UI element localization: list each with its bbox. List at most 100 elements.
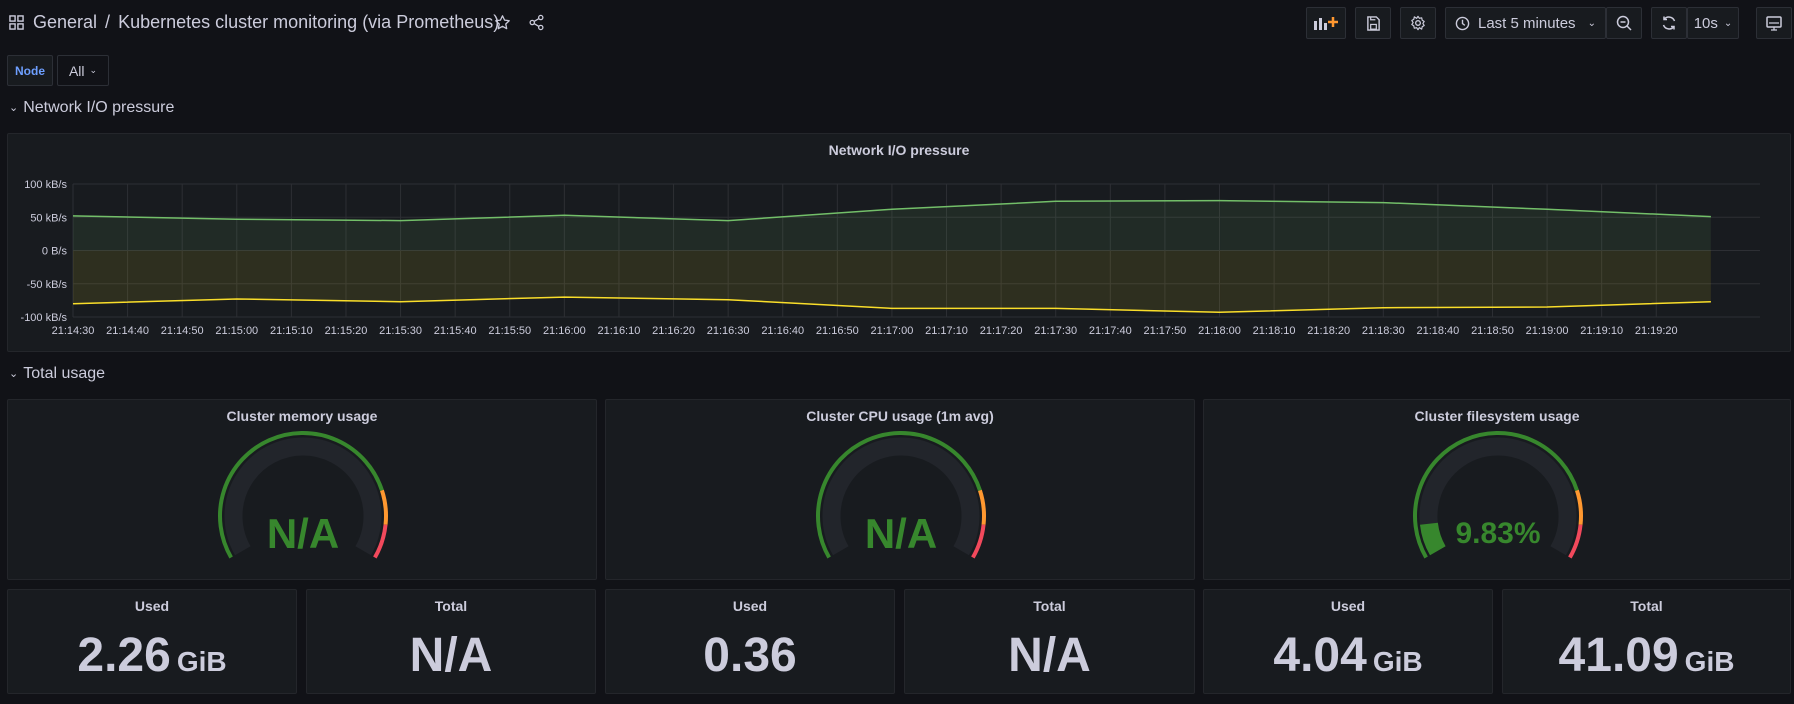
stat-value: N/A [905, 628, 1194, 683]
stat-panel-filesystem-used[interactable]: Used 4.04 GiB [1203, 589, 1493, 694]
gauge-threshold-orange [380, 489, 388, 525]
network-io-panel[interactable]: Network I/O pressure 100 kB/s 50 kB/s 0 B/… [7, 133, 1791, 352]
stat-unit: GiB [1372, 646, 1423, 677]
x-tick-label: 21:17:40 [1089, 325, 1132, 337]
add-panel-button[interactable] [1306, 7, 1346, 39]
breadcrumb-folder[interactable]: General [33, 12, 98, 32]
stat-panel-filesystem-total[interactable]: Total 41.09 GiB [1502, 589, 1791, 694]
x-tick-label: 21:18:30 [1362, 325, 1405, 337]
settings-icon [1411, 15, 1425, 31]
row-header-network[interactable]: ⌄ Network I/O pressure [9, 99, 174, 117]
stat-number: 2.26 [77, 629, 171, 682]
gauge-track [224, 437, 382, 556]
stat-panel-memory-used[interactable]: Used 2.26 GiB [7, 589, 297, 694]
chevron-down-icon: ⌄ [1723, 17, 1733, 29]
dashboard-settings-button[interactable] [1400, 7, 1436, 39]
x-tick-label: 21:18:10 [1253, 325, 1296, 337]
chevron-down-icon: ⌄ [9, 367, 19, 380]
stat-number: N/A [409, 629, 493, 682]
stat-title: Total [1630, 598, 1663, 614]
x-tick-label: 21:15:30 [379, 325, 422, 337]
stat-value: 4.04 GiB [1204, 628, 1492, 683]
x-tick-label: 21:16:10 [598, 325, 641, 337]
x-tick-label: 21:16:20 [652, 325, 695, 337]
share-icon[interactable] [528, 14, 545, 31]
x-tick-label: 21:19:20 [1635, 325, 1678, 337]
x-tick-label: 21:19:00 [1526, 325, 1569, 337]
clock-icon [1455, 16, 1470, 30]
time-range-picker[interactable]: Last 5 minutes ⌄ [1445, 7, 1606, 39]
stat-panel-memory-total[interactable]: Total N/A [306, 589, 596, 694]
cpu-gauge: N/A [816, 431, 986, 559]
panel-title: Cluster CPU usage (1m avg) [806, 408, 994, 424]
stat-unit: GiB [1684, 646, 1735, 677]
stat-number: N/A [1008, 629, 1091, 682]
node-variable-select[interactable]: All ⌄ [57, 55, 109, 86]
stat-title: Used [732, 598, 768, 614]
gauge-value-arc [1419, 522, 1446, 556]
x-tick-label: 21:17:20 [980, 325, 1023, 337]
x-tick-label: 21:17:10 [925, 325, 968, 337]
y-tick-label: 50 kB/s [30, 212, 67, 224]
x-tick-label: 21:17:30 [1034, 325, 1077, 337]
node-variable-label: Node [7, 55, 53, 86]
network-io-chart[interactable]: 100 kB/s50 kB/s0 B/s-50 kB/s-100 kB/s21:… [8, 134, 1792, 353]
tv-mode-button[interactable] [1756, 7, 1792, 39]
row-header-total-usage[interactable]: ⌄ Total usage [9, 365, 105, 383]
panel-title: Cluster filesystem usage [1414, 408, 1580, 424]
zoom-out-button[interactable] [1606, 7, 1642, 39]
gauge-threshold-orange [978, 489, 986, 525]
x-tick-label: 21:16:00 [543, 325, 586, 337]
save-icon [1366, 15, 1380, 31]
stat-number: 0.36 [703, 629, 797, 682]
row-title: Total usage [23, 365, 106, 382]
gauge-panel-memory[interactable]: Cluster memory usage N/A [7, 399, 597, 580]
stat-value: N/A [307, 628, 595, 683]
panel-title: Cluster memory usage [226, 408, 378, 424]
save-dashboard-button[interactable] [1355, 7, 1391, 39]
dashboard-header: General / Kubernetes cluster monitoring … [0, 0, 1794, 46]
chevron-down-icon: ⌄ [89, 65, 98, 75]
stat-panel-cpu-used[interactable]: Used 0.36 [605, 589, 895, 694]
tv-mode-icon [1766, 15, 1782, 31]
stat-value: 0.36 [606, 628, 894, 683]
stat-title: Total [1033, 598, 1066, 614]
gauge-panel-filesystem[interactable]: Cluster filesystem usage 9.83% [1203, 399, 1791, 580]
y-tick-label: 100 kB/s [24, 179, 67, 191]
gauge-threshold-red [971, 524, 986, 559]
gauge-threshold-red [373, 524, 388, 559]
stat-number: 41.09 [1558, 629, 1679, 682]
x-tick-label: 21:16:50 [816, 325, 859, 337]
x-tick-label: 21:18:00 [1198, 325, 1241, 337]
gauge-threshold-green [1413, 431, 1579, 559]
y-tick-label: 0 B/s [42, 246, 68, 258]
chevron-down-icon: ⌄ [9, 101, 19, 114]
series-area [73, 250, 1711, 313]
breadcrumb-separator: / [105, 12, 111, 32]
node-variable-value: All [68, 62, 85, 79]
x-tick-label: 21:14:40 [106, 325, 149, 337]
gauge-panel-cpu[interactable]: Cluster CPU usage (1m avg) N/A [605, 399, 1195, 580]
gauge-value: N/A [267, 510, 339, 557]
refresh-interval-picker[interactable]: 10s ⌄ [1687, 7, 1739, 39]
stat-unit: GiB [176, 646, 227, 677]
apps-icon[interactable] [9, 15, 24, 30]
stat-value: 2.26 GiB [8, 628, 296, 683]
stat-title: Total [434, 598, 468, 614]
panel-title: Network I/O pressure [828, 142, 970, 158]
zoom-out-icon [1616, 15, 1632, 31]
star-icon[interactable] [494, 14, 511, 31]
x-tick-label: 21:15:50 [488, 325, 531, 337]
refresh-button[interactable] [1651, 7, 1687, 39]
dashboard-title[interactable]: Kubernetes cluster monitoring (via Prome… [118, 12, 500, 32]
stat-title: Used [1330, 598, 1366, 614]
gauge-threshold-red [1568, 524, 1583, 559]
x-tick-label: 21:15:10 [270, 325, 313, 337]
x-tick-label: 21:15:20 [325, 325, 368, 337]
x-tick-label: 21:19:10 [1580, 325, 1623, 337]
row-title: Network I/O pressure [23, 99, 175, 116]
x-tick-label: 21:18:20 [1307, 325, 1350, 337]
stat-panel-cpu-total[interactable]: Total N/A [904, 589, 1195, 694]
breadcrumb: General / Kubernetes cluster monitoring … [33, 12, 499, 33]
memory-gauge: N/A [218, 431, 388, 559]
